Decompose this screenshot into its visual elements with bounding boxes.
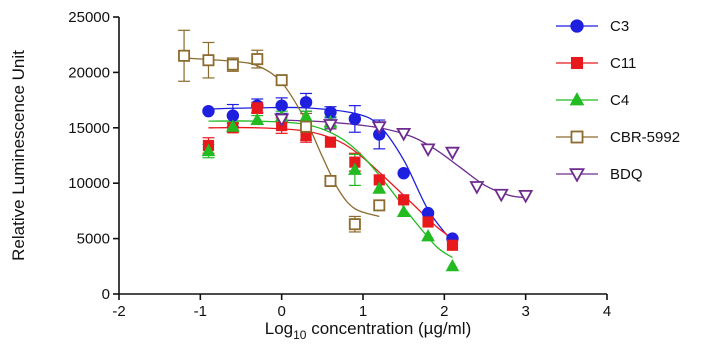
legend-marker-c11 xyxy=(571,57,582,68)
data-point-c4 xyxy=(398,206,410,217)
legend-label-bdq: BDQ xyxy=(610,166,643,183)
legend-marker-c3 xyxy=(571,20,583,32)
y-tick-label: 15000 xyxy=(68,120,110,137)
x-tick-label: -1 xyxy=(194,303,207,320)
y-axis-title: Relative Luminescence Unit xyxy=(9,50,28,261)
legend-marker-cbr-5992 xyxy=(571,131,582,142)
data-point-c11 xyxy=(399,195,409,205)
data-point-cbr-5992 xyxy=(252,54,262,64)
axes: 0 5000 10000 15000 20000 25000 -2 -1 0 1 2 3 4 xyxy=(68,9,611,320)
x-axis-title-prefix: Log xyxy=(265,319,293,338)
y-tick-label: 20000 xyxy=(68,64,110,81)
data-point-c4 xyxy=(300,110,312,121)
legend-marker-bdq xyxy=(571,169,584,181)
data-points xyxy=(179,51,532,271)
data-point-cbr-5992 xyxy=(228,60,238,70)
data-point-cbr-5992 xyxy=(179,51,189,61)
x-axis-title: Log10 concentration (µg/ml) xyxy=(265,319,471,342)
data-point-cbr-5992 xyxy=(301,122,311,132)
data-point-bdq xyxy=(422,144,434,155)
x-tick-label: -2 xyxy=(112,303,125,320)
y-tick-label: 0 xyxy=(102,286,110,303)
data-point-c11 xyxy=(423,217,433,227)
data-point-bdq xyxy=(398,129,410,140)
legend-label-c3: C3 xyxy=(610,18,629,35)
data-point-cbr-5992 xyxy=(277,75,287,85)
legend-label-c11: C11 xyxy=(610,55,636,72)
data-point-cbr-5992 xyxy=(350,219,360,229)
x-axis-title-subscript: 10 xyxy=(293,328,307,342)
x-tick-label: 3 xyxy=(521,303,529,320)
legend: C3 C11 C4 CBR-5992 BDQ xyxy=(556,18,680,183)
y-tick-label: 25000 xyxy=(68,9,110,26)
legend-label-c4: C4 xyxy=(610,92,629,109)
data-point-bdq xyxy=(495,190,507,201)
legend-marker-c4 xyxy=(571,93,584,105)
data-point-c3 xyxy=(398,168,409,179)
data-point-c11 xyxy=(325,137,335,147)
data-point-c3 xyxy=(349,113,360,124)
data-point-bdq xyxy=(471,182,483,193)
data-point-cbr-5992 xyxy=(203,55,213,65)
data-point-c3 xyxy=(203,105,214,116)
legend-label-cbr-5992: CBR-5992 xyxy=(610,129,680,146)
y-tick-label: 10000 xyxy=(68,175,110,192)
y-ticks: 0 5000 10000 15000 20000 25000 xyxy=(68,9,119,303)
x-tick-label: 0 xyxy=(277,303,285,320)
data-point-bdq xyxy=(520,191,532,202)
x-tick-label: 4 xyxy=(603,303,611,320)
x-tick-label: 2 xyxy=(440,303,448,320)
data-point-cbr-5992 xyxy=(374,200,384,210)
data-point-c4 xyxy=(446,260,458,271)
x-ticks: -2 -1 0 1 2 3 4 xyxy=(112,294,611,320)
data-point-c3 xyxy=(300,97,311,108)
x-axis-title-rest: concentration (µg/ml) xyxy=(306,319,471,338)
x-tick-label: 1 xyxy=(359,303,367,320)
data-point-bdq xyxy=(446,148,458,159)
data-point-c11 xyxy=(252,103,262,113)
data-point-c11 xyxy=(447,240,457,250)
y-tick-label: 5000 xyxy=(77,231,110,248)
data-point-cbr-5992 xyxy=(325,176,335,186)
